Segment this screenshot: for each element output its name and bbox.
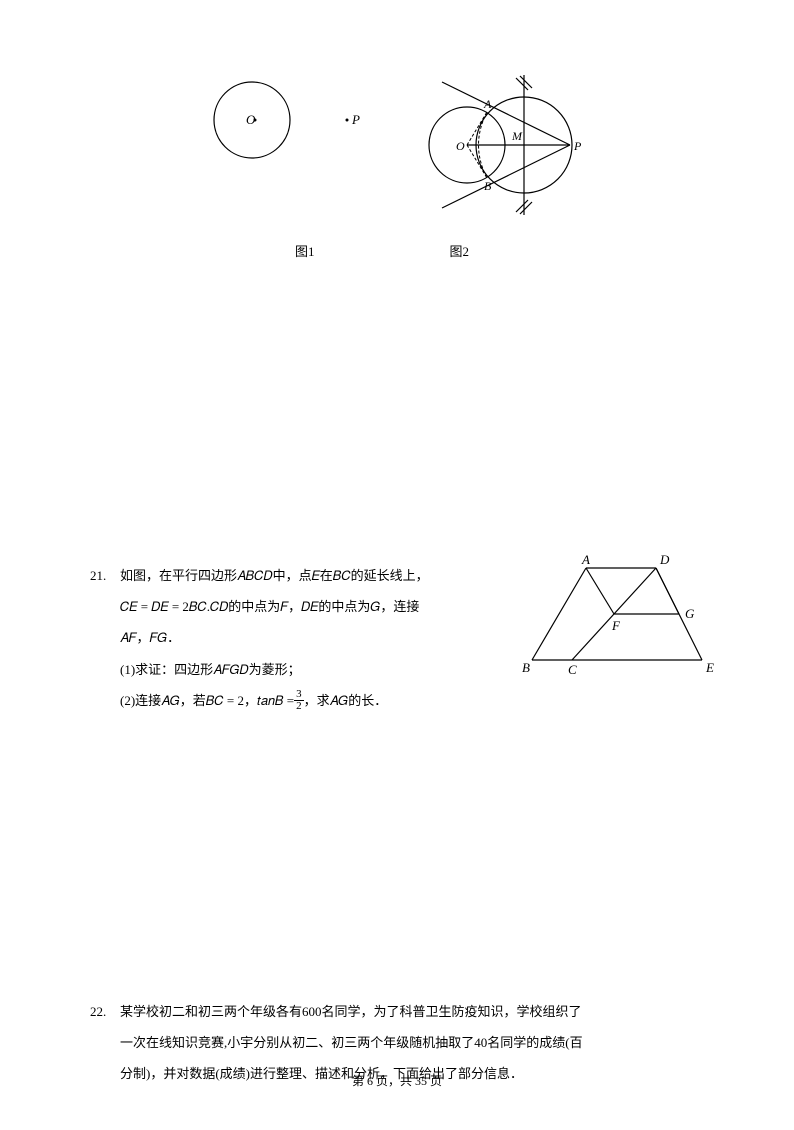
p21-line-4: (1)求证：四边形𝐴𝐹𝐺𝐷为菱形； xyxy=(120,654,460,685)
problem-21-text: 如图，在平行四边形𝐴𝐵𝐶𝐷中，点𝐸在𝐵𝐶的延长线上， 𝐶𝐸 = 𝐷𝐸 = 2𝐵𝐶… xyxy=(120,560,460,716)
p21-line-5: (2)连接𝐴𝐺，若𝐵𝐶 = 2，𝑡𝑎𝑛𝐵 =32，求𝐴𝐺的长． xyxy=(120,685,460,716)
svg-text:B: B xyxy=(484,179,492,193)
figure-1-caption: 图1 xyxy=(295,241,315,260)
footer-text: 第 6 页，共 35 页 xyxy=(352,1074,442,1088)
frac-den: 2 xyxy=(294,701,304,712)
svg-text:B: B xyxy=(522,660,530,675)
problem-21-svg: A D B C E F G xyxy=(514,550,714,680)
svg-text:A: A xyxy=(581,552,590,567)
p21-line5-prefix: (2)连接𝐴𝐺，若𝐵𝐶 = 2，𝑡𝑎𝑛𝐵 = xyxy=(120,693,294,708)
svg-text:P: P xyxy=(351,112,360,127)
svg-text:A: A xyxy=(483,97,492,111)
svg-text:O: O xyxy=(246,112,256,127)
problem-21-body: 如图，在平行四边形𝐴𝐵𝐶𝐷中，点𝐸在𝐵𝐶的延长线上， 𝐶𝐸 = 𝐷𝐸 = 2𝐵𝐶… xyxy=(120,560,704,716)
top-figures-row: OP OABMP xyxy=(90,70,704,225)
figure-1-svg: OP xyxy=(192,70,372,170)
figure-2-block: O A B M P xyxy=(412,70,602,225)
p21-line-2: 𝐶𝐸 = 𝐷𝐸 = 2𝐵𝐶.𝐶𝐷的中点为𝐹，𝐷𝐸的中点为𝐺，连接 xyxy=(120,591,460,622)
p21-line-3: 𝐴𝐹，𝐹𝐺． xyxy=(120,622,460,653)
page-footer: 第 6 页，共 35 页 xyxy=(0,1072,794,1089)
problem-21-figure: A D B C E F G xyxy=(514,550,714,691)
figure-1-block: OP xyxy=(192,70,372,225)
page-content: OP OABMP 图1 图2 21. 如图，在平行四边形𝐴𝐵𝐶𝐷中，点𝐸在𝐵𝐶的… xyxy=(0,0,794,1130)
svg-text:G: G xyxy=(685,606,695,621)
fraction-3-2: 32 xyxy=(294,689,304,712)
svg-text:F: F xyxy=(611,618,621,633)
p22-line-1: 某学校初二和初三两个年级各有600名同学，为了科普卫生防疫知识，学校组织了 xyxy=(120,996,704,1027)
p21-line-1: 如图，在平行四边形𝐴𝐵𝐶𝐷中，点𝐸在𝐵𝐶的延长线上， xyxy=(120,560,460,591)
captions-row: 图1 图2 xyxy=(60,233,704,260)
svg-text:M: M xyxy=(511,129,523,143)
svg-text:O: O xyxy=(456,139,465,153)
figure-2-svg: O A B M P xyxy=(412,70,602,220)
svg-text:P: P xyxy=(573,139,582,153)
svg-text:C: C xyxy=(568,662,577,677)
svg-text:D: D xyxy=(659,552,670,567)
svg-text:E: E xyxy=(705,660,714,675)
p21-line5-suffix: ，求𝐴𝐺的长． xyxy=(304,693,388,708)
problem-21-number: 21. xyxy=(90,560,120,716)
p22-line-2: 一次在线知识竞赛,小宇分别从初二、初三两个年级随机抽取了40名同学的成绩(百 xyxy=(120,1027,704,1058)
figure-2-caption: 图2 xyxy=(450,241,470,260)
problem-21: 21. 如图，在平行四边形𝐴𝐵𝐶𝐷中，点𝐸在𝐵𝐶的延长线上， 𝐶𝐸 = 𝐷𝐸 =… xyxy=(90,560,704,716)
